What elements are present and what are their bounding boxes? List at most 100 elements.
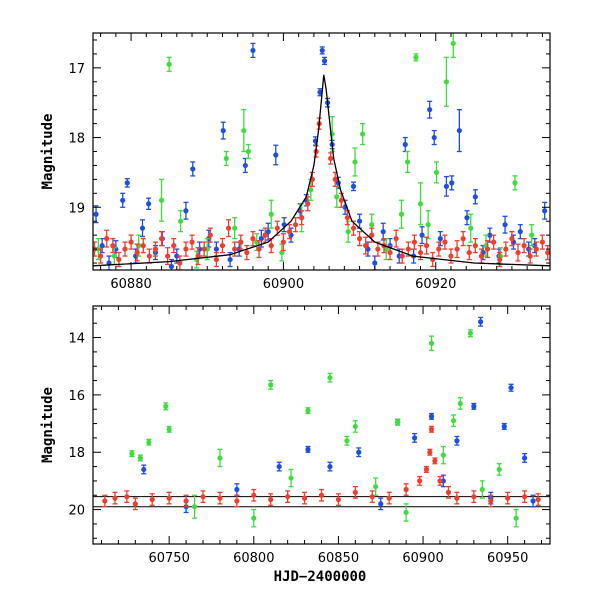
red-point-30 <box>274 225 280 231</box>
green-point-7 <box>251 515 257 521</box>
blue-point-14 <box>478 319 484 325</box>
y-tick-label: 14 <box>68 332 85 347</box>
green-point-14 <box>373 484 379 490</box>
red-point-67 <box>497 256 503 263</box>
blue-point-3 <box>276 463 282 470</box>
red-point-61 <box>460 236 466 242</box>
blue-point-7 <box>139 225 146 231</box>
green-point-1 <box>137 455 143 461</box>
blue-point-24 <box>265 229 271 235</box>
green-point-3 <box>163 403 169 409</box>
red-point-58 <box>442 239 448 245</box>
green-point-6 <box>217 455 223 461</box>
green-point-29 <box>433 169 440 176</box>
y-tick-label: 17 <box>68 62 85 77</box>
red-point-20 <box>417 478 423 484</box>
green-point-15 <box>395 419 401 425</box>
green-point-32 <box>468 225 474 231</box>
blue-point-16 <box>501 423 507 430</box>
red-point-12 <box>285 494 291 500</box>
blue-point-51 <box>443 183 450 189</box>
red-point-73 <box>533 246 539 252</box>
blue-point-7 <box>378 501 384 507</box>
green-point-26 <box>413 54 419 60</box>
green-point-22 <box>369 222 375 228</box>
blue-point-38 <box>350 183 357 189</box>
blue-point-64 <box>542 208 548 214</box>
red-point-16 <box>189 239 195 245</box>
blue-point-4 <box>305 446 311 452</box>
red-point-7 <box>200 494 206 500</box>
green-point-4 <box>166 426 172 432</box>
blue-point-19 <box>530 498 536 504</box>
red-point-9 <box>234 498 240 504</box>
plot-area <box>93 316 550 528</box>
red-point-43 <box>350 225 357 231</box>
red-point-39 <box>328 155 334 162</box>
red-point-23 <box>232 246 238 252</box>
red-point-25 <box>244 249 250 256</box>
bottom-x-axis-title: HJD−2400000 <box>274 569 367 585</box>
red-point-14 <box>177 260 183 266</box>
red-point-32 <box>286 229 293 235</box>
blue-point-13 <box>183 208 189 214</box>
y-tick-label: 18 <box>68 132 85 147</box>
red-point-4 <box>116 256 122 263</box>
blue-point-18 <box>220 127 226 134</box>
green-point-19 <box>345 229 351 235</box>
blue-point-45 <box>402 141 408 148</box>
green-point-8 <box>223 155 229 162</box>
red-point-2 <box>104 236 110 242</box>
blue-point-47 <box>419 232 425 238</box>
green-point-5 <box>177 218 184 224</box>
series-blue <box>93 42 548 270</box>
green-point-8 <box>268 382 274 388</box>
red-point-45 <box>363 243 369 249</box>
blue-point-49 <box>431 134 437 141</box>
blue-point-23 <box>258 236 264 242</box>
blue-point-0 <box>93 211 99 217</box>
green-point-16 <box>403 509 409 516</box>
green-point-2 <box>146 439 152 445</box>
series-red <box>93 117 550 270</box>
red-point-57 <box>436 246 442 252</box>
red-point-21 <box>423 466 430 473</box>
x-tick-label: 60750 <box>148 551 189 566</box>
red-point-74 <box>539 239 545 245</box>
red-point-26 <box>445 489 452 495</box>
series-green <box>95 33 535 269</box>
red-point-11 <box>268 496 274 503</box>
red-point-5 <box>122 246 128 252</box>
red-point-46 <box>369 232 375 238</box>
red-point-10 <box>152 246 159 252</box>
red-point-54 <box>417 249 424 256</box>
blue-point-4 <box>120 197 126 203</box>
red-point-70 <box>515 249 521 256</box>
blue-point-2 <box>234 486 240 493</box>
green-point-36 <box>529 232 535 238</box>
red-point-19 <box>403 486 409 493</box>
red-point-62 <box>466 249 472 256</box>
red-point-35 <box>305 201 311 207</box>
red-point-75 <box>545 249 550 256</box>
red-point-13 <box>301 495 308 501</box>
green-point-16 <box>308 187 314 193</box>
y-tick-label: 20 <box>68 504 85 519</box>
red-point-40 <box>332 176 338 182</box>
red-point-28 <box>262 232 268 238</box>
green-point-1 <box>111 253 117 259</box>
blue-point-5 <box>124 180 130 186</box>
red-point-22 <box>427 449 433 455</box>
red-point-41 <box>338 197 344 203</box>
y-axis-title: Magnitude <box>40 114 56 190</box>
red-point-23 <box>428 426 435 432</box>
blue-point-22 <box>250 47 256 54</box>
red-point-66 <box>491 239 497 245</box>
red-point-24 <box>432 458 438 464</box>
series-red <box>102 425 541 511</box>
y-axis-title: Magnitude <box>40 387 56 463</box>
red-point-33 <box>293 222 299 228</box>
red-point-15 <box>335 496 342 503</box>
x-tick-label: 60900 <box>263 277 304 292</box>
red-point-13 <box>171 243 177 249</box>
